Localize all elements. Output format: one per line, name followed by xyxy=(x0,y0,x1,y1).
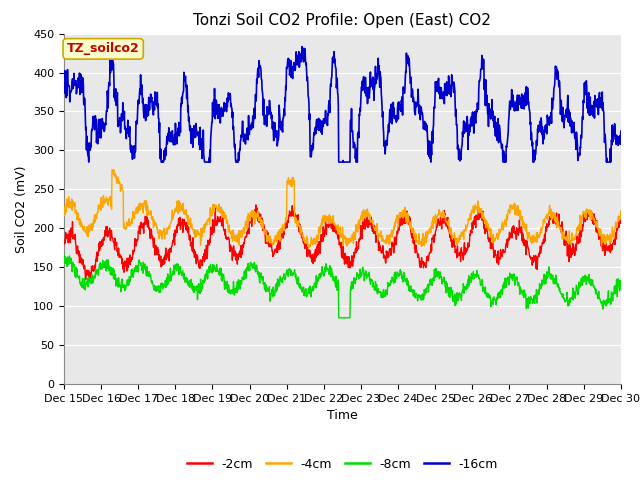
X-axis label: Time: Time xyxy=(327,409,358,422)
Text: TZ_soilco2: TZ_soilco2 xyxy=(67,42,140,55)
Y-axis label: Soil CO2 (mV): Soil CO2 (mV) xyxy=(15,165,28,252)
Legend: -2cm, -4cm, -8cm, -16cm: -2cm, -4cm, -8cm, -16cm xyxy=(182,453,503,476)
Title: Tonzi Soil CO2 Profile: Open (East) CO2: Tonzi Soil CO2 Profile: Open (East) CO2 xyxy=(193,13,492,28)
